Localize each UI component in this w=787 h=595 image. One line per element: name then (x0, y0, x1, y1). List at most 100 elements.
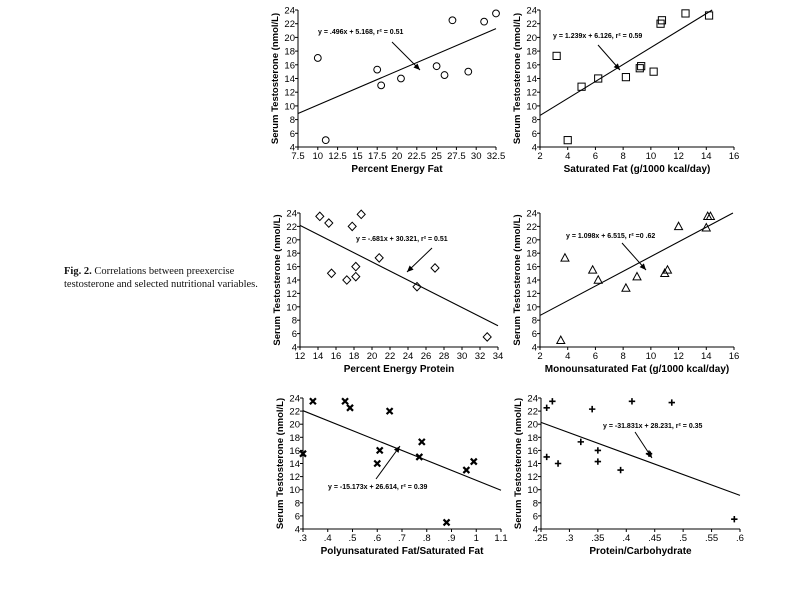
x-tick-label: 26 (421, 351, 432, 362)
x-tick-label: .7 (398, 533, 406, 544)
data-point (462, 466, 471, 474)
x-tick-label: .45 (648, 533, 661, 544)
x-tick-label: .6 (736, 533, 744, 544)
x-tick-label: .25 (534, 533, 547, 544)
x-tick-label: 4 (565, 351, 570, 362)
x-tick-label: 17.5 (368, 151, 387, 162)
data-point (347, 221, 357, 232)
y-tick-label: 8 (532, 316, 537, 327)
y-tick-label: 6 (532, 129, 537, 140)
y-tick-label: 22 (526, 222, 537, 233)
y-tick-label: 4 (295, 525, 300, 536)
x-tick-label: 16 (729, 151, 740, 162)
x-tick-label: 10 (646, 151, 657, 162)
y-tick-label: 6 (292, 329, 297, 340)
data-point (415, 453, 424, 461)
data-point (351, 271, 361, 282)
data-point (668, 399, 675, 406)
data-point (673, 221, 684, 231)
x-tick-label: 22.5 (408, 151, 427, 162)
x-tick-label: 4 (565, 151, 570, 162)
x-tick-label: 25 (431, 151, 442, 162)
x-tick-label: 32 (475, 351, 486, 362)
y-axis-label: Serum Testosterone (nmol/L) (513, 398, 524, 529)
x-tick-label: .4 (622, 533, 630, 544)
data-point (321, 136, 330, 145)
data-point (482, 332, 492, 342)
y-tick-label: 16 (526, 262, 537, 273)
x-tick-label: 6 (593, 151, 598, 162)
y-axis-label: Serum Testosterone (nmol/L) (270, 13, 281, 144)
data-point (326, 268, 337, 279)
data-point (632, 271, 642, 281)
data-point (432, 62, 441, 71)
x-tick-label: 20 (367, 351, 378, 362)
x-tick-label: 24 (403, 351, 414, 362)
data-point (701, 222, 712, 232)
data-point (430, 263, 440, 273)
regression-line (539, 212, 734, 316)
y-tick-label: 8 (290, 115, 295, 126)
x-tick-label: 30 (457, 351, 468, 362)
chart-energy-fat: 4 6 8 10 12 14 16 18 20 22 24 7.5 10 12.5 15 17.5 20 22.5… (270, 6, 505, 176)
data-point (621, 73, 631, 82)
data-point (555, 335, 566, 344)
data-point (418, 438, 426, 446)
data-point (594, 447, 602, 454)
x-tick-label: .8 (423, 533, 431, 544)
y-tick-label: 20 (286, 235, 297, 246)
y-tick-label: 10 (526, 302, 537, 313)
x-tick-label: .4 (324, 533, 332, 544)
y-tick-label: 10 (289, 485, 300, 496)
x-tick-label: 27.5 (447, 151, 466, 162)
data-point (356, 209, 366, 220)
y-tick-label: 8 (292, 316, 297, 327)
y-tick-label: 6 (295, 511, 300, 522)
data-point (617, 466, 624, 474)
y-tick-label: 16 (527, 446, 538, 457)
x-tick-label: 2 (537, 351, 542, 362)
y-tick-label: 16 (286, 262, 297, 273)
data-point (480, 17, 489, 26)
figure-label: Fig. 2. (64, 266, 92, 277)
data-point (635, 64, 644, 73)
y-axis-label: Serum Testosterone (nmol/L) (272, 214, 283, 345)
y-tick-label: 24 (284, 6, 295, 17)
arrow-head (407, 265, 414, 272)
x-tick-label: 1.1 (494, 533, 507, 544)
y-tick-label: 6 (533, 511, 538, 522)
data-point (492, 9, 500, 18)
data-point (543, 453, 550, 461)
y-tick-label: 16 (526, 60, 537, 71)
arrow-head (646, 451, 652, 458)
y-tick-label: 6 (532, 329, 537, 340)
x-tick-label: 14 (701, 151, 712, 162)
data-point (377, 81, 386, 90)
data-point (552, 51, 561, 60)
data-point (442, 518, 451, 527)
x-tick-label: 12 (673, 351, 684, 362)
y-tick-label: 24 (527, 394, 538, 405)
data-point (324, 218, 334, 228)
regression-line (540, 421, 741, 496)
y-tick-label: 4 (532, 143, 537, 154)
x-tick-label: 10 (313, 151, 324, 162)
x-tick-label: .5 (679, 533, 687, 544)
x-tick-label: 12 (295, 351, 306, 362)
y-tick-label: 20 (526, 33, 537, 44)
y-tick-label: 4 (533, 525, 538, 536)
x-tick-label: 10 (646, 351, 657, 362)
x-tick-label: 1 (474, 533, 479, 544)
y-tick-label: 18 (284, 47, 295, 58)
y-tick-label: 16 (284, 60, 295, 71)
y-tick-label: 20 (526, 235, 537, 246)
data-point (464, 67, 473, 76)
y-tick-label: 14 (526, 276, 537, 287)
arrow-head (393, 446, 400, 453)
y-tick-label: 14 (284, 74, 295, 85)
data-point (412, 281, 422, 292)
data-point (637, 62, 646, 71)
y-tick-label: 20 (284, 33, 295, 44)
x-tick-label: 30 (471, 151, 482, 162)
